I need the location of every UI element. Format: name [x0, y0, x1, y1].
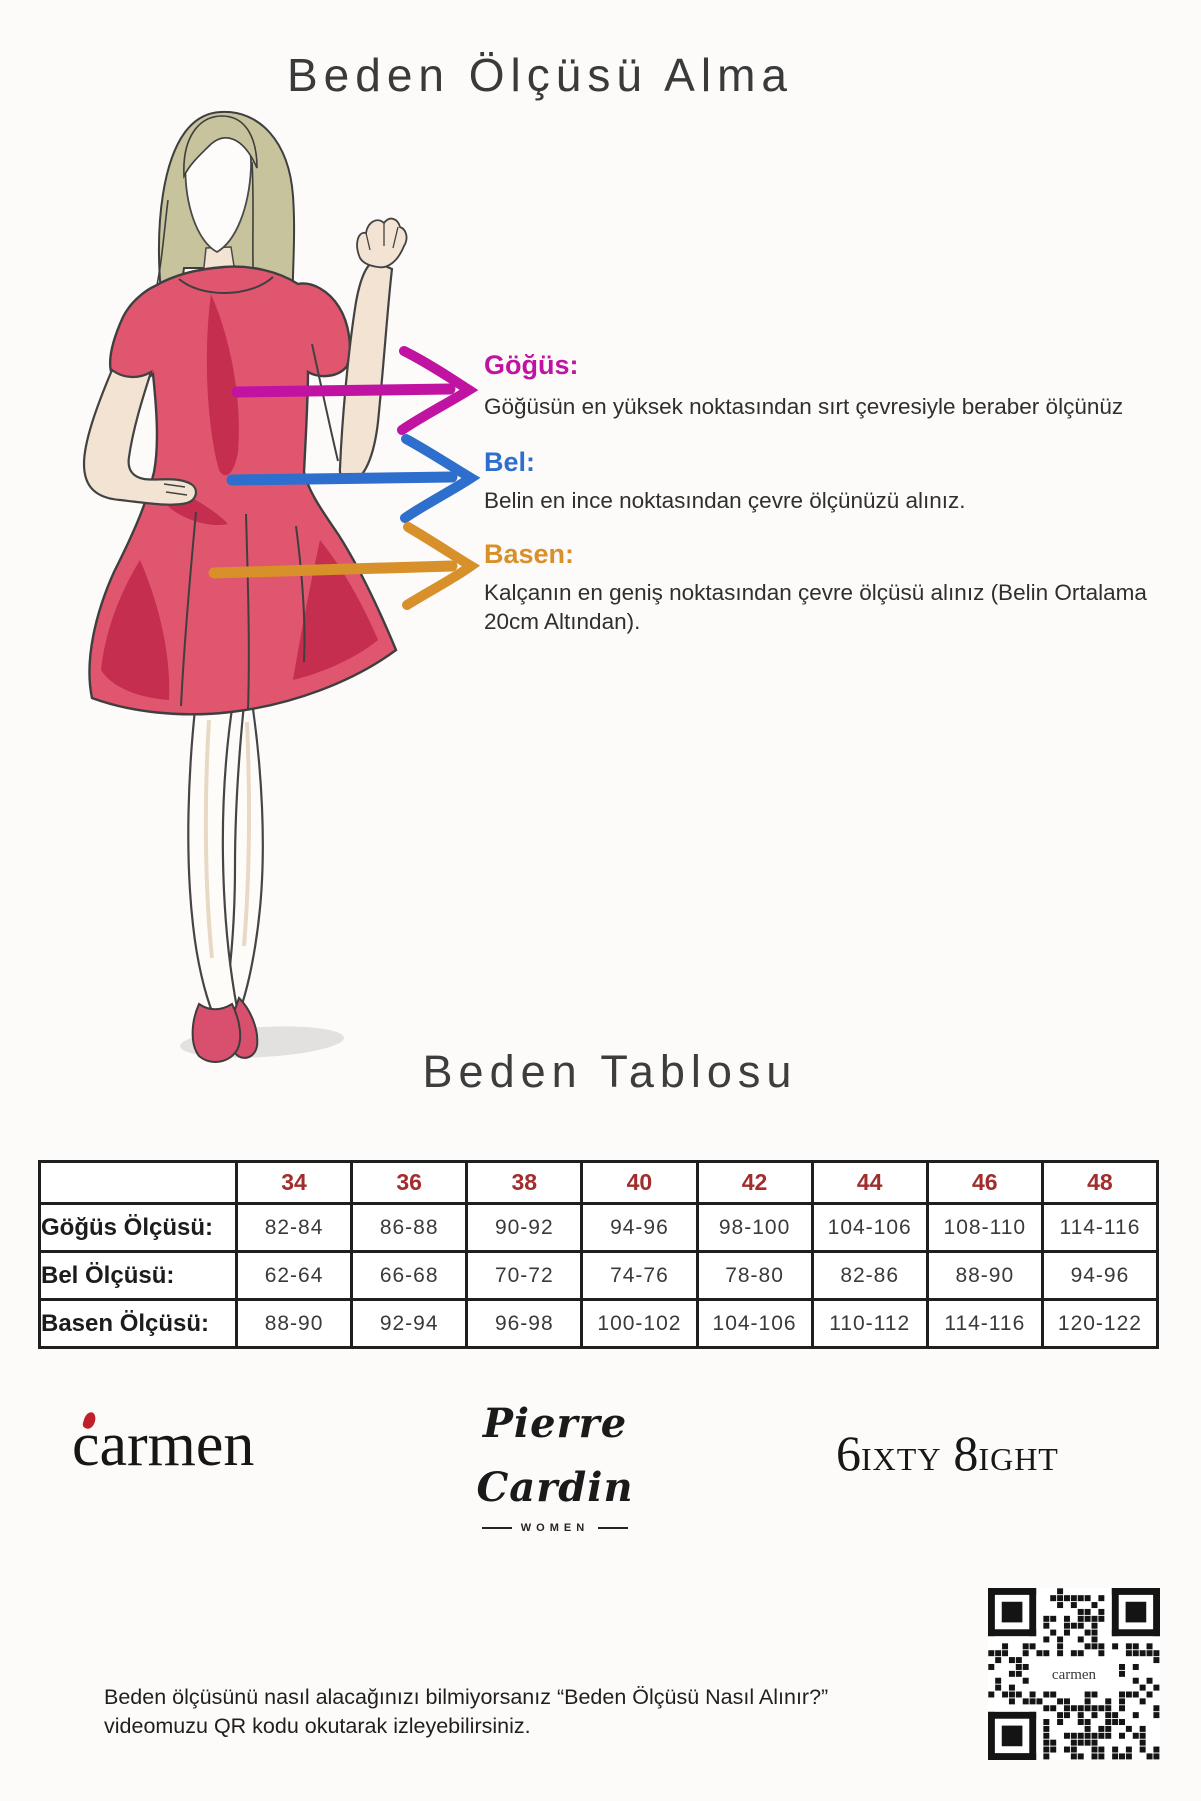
row-label: Göğüs Ölçüsü: — [38, 1202, 238, 1253]
pierre-cardin-sub-label: WOMEN — [520, 1522, 590, 1534]
table-cell: 94-96 — [580, 1202, 699, 1253]
size-table-title: Beden Tablosu — [422, 1046, 798, 1097]
size-header: 44 — [810, 1160, 929, 1205]
table-cell: 88-90 — [925, 1250, 1044, 1301]
footer-note: Beden ölçüsünü nasıl alacağınızı bilmiyo… — [104, 1683, 1004, 1741]
hip-label: Basen: — [484, 539, 575, 569]
table-cell: 82-84 — [234, 1202, 354, 1253]
table-cell: 108-110 — [925, 1202, 1044, 1253]
chest-label: Göğüs: — [484, 350, 579, 380]
svg-text:carmen: carmen — [1052, 1667, 1097, 1683]
footer-line-2: videomuzu QR kodu okutarak izleyebilirsi… — [104, 1714, 531, 1738]
figure-left-arm — [82, 368, 197, 506]
carmen-logo: carmen — [72, 1410, 255, 1479]
size-header: 42 — [695, 1160, 814, 1205]
dash-left — [481, 1527, 512, 1529]
table-cell: 114-116 — [925, 1298, 1044, 1349]
table-cell: 78-80 — [695, 1250, 814, 1301]
size-header: 46 — [925, 1160, 1044, 1205]
table-cell: 66-68 — [350, 1250, 469, 1301]
size-table: 34 36 38 40 42 44 46 48 Göğüs Ölçüsü: 82… — [38, 1160, 1160, 1349]
figure-hair — [157, 110, 305, 456]
table-row-waist: Bel Ölçüsü: 62-64 66-68 70-72 74-76 78-8… — [38, 1250, 1160, 1301]
table-cell: 94-96 — [1040, 1250, 1160, 1301]
table-cell: 74-76 — [580, 1250, 699, 1301]
page-title: Beden Ölçüsü Alma — [286, 49, 793, 101]
table-cell: 90-92 — [465, 1202, 584, 1253]
row-label: Bel Ölçüsü: — [38, 1250, 238, 1301]
table-cell: 92-94 — [350, 1298, 469, 1349]
chest-arrow — [231, 346, 479, 435]
hip-description: Kalçanın en geniş noktasından çevre ölçü… — [484, 580, 1147, 634]
table-cell: 104-106 — [810, 1202, 929, 1253]
table-cell: 120-122 — [1040, 1298, 1160, 1349]
table-cell: 86-88 — [350, 1202, 469, 1253]
table-row-hip: Basen Ölçüsü: 88-90 92-94 96-98 100-102 … — [38, 1298, 1160, 1349]
waist-description: Belin en ince noktasından çevre ölçünüzü… — [484, 488, 966, 513]
figure-dress — [88, 265, 398, 716]
size-header: 38 — [465, 1160, 584, 1205]
size-header-empty-cell — [38, 1160, 238, 1205]
figure-right-arm — [311, 217, 408, 483]
chest-description: Göğüsün en yüksek noktasından sırt çevre… — [484, 394, 1124, 419]
size-header: 40 — [580, 1160, 699, 1205]
table-cell: 98-100 — [695, 1202, 814, 1253]
floor-shadow — [180, 1026, 344, 1058]
size-header: 48 — [1040, 1160, 1160, 1205]
sixty-eight-part1: IXTY — [861, 1441, 942, 1477]
table-cell: 82-86 — [810, 1250, 929, 1301]
qr-code: carmen — [988, 1588, 1160, 1760]
sixty-eight-part2: IGHT — [978, 1441, 1059, 1477]
size-table-header-row: 34 36 38 40 42 44 46 48 — [38, 1160, 1160, 1205]
figure-face — [184, 118, 252, 254]
table-cell: 110-112 — [810, 1298, 929, 1349]
waist-label: Bel: — [484, 447, 536, 477]
table-cell: 114-116 — [1040, 1202, 1160, 1253]
table-cell: 96-98 — [465, 1298, 584, 1349]
qr-code-graphic: carmen — [988, 1588, 1160, 1760]
pierre-cardin-women-line: WOMEN — [420, 1522, 690, 1534]
pierre-cardin-logo: Pierre Cardin WOMEN — [420, 1392, 690, 1534]
table-cell: 104-106 — [695, 1298, 814, 1349]
table-cell: 70-72 — [465, 1250, 584, 1301]
sixty-eight-logo: 6IXTY 8IGHT — [836, 1424, 1059, 1482]
table-cell: 100-102 — [580, 1298, 699, 1349]
waist-arrow — [226, 434, 481, 523]
carmen-logo-text: carmen — [72, 1411, 255, 1479]
figure-hair-front — [155, 115, 277, 409]
hip-arrow — [208, 522, 481, 610]
sixty-eight-num2: 8 — [953, 1425, 979, 1481]
row-label: Basen Ölçüsü: — [38, 1298, 238, 1349]
size-header: 36 — [350, 1160, 469, 1205]
qr-center-label: carmen — [1034, 1662, 1114, 1686]
figure-legs — [187, 698, 264, 1016]
pierre-cardin-logo-text: Pierre Cardin — [476, 1400, 634, 1511]
sixty-eight-num1: 6 — [836, 1425, 861, 1481]
table-cell: 88-90 — [234, 1298, 354, 1349]
size-header: 34 — [234, 1160, 354, 1205]
dash-right — [598, 1527, 629, 1529]
figure-shoes — [191, 996, 259, 1063]
table-cell: 62-64 — [234, 1250, 354, 1301]
figure-neck — [201, 246, 238, 293]
table-row-chest: Göğüs Ölçüsü: 82-84 86-88 90-92 94-96 98… — [38, 1202, 1160, 1253]
footer-line-1: Beden ölçüsünü nasıl alacağınızı bilmiyo… — [104, 1685, 829, 1709]
